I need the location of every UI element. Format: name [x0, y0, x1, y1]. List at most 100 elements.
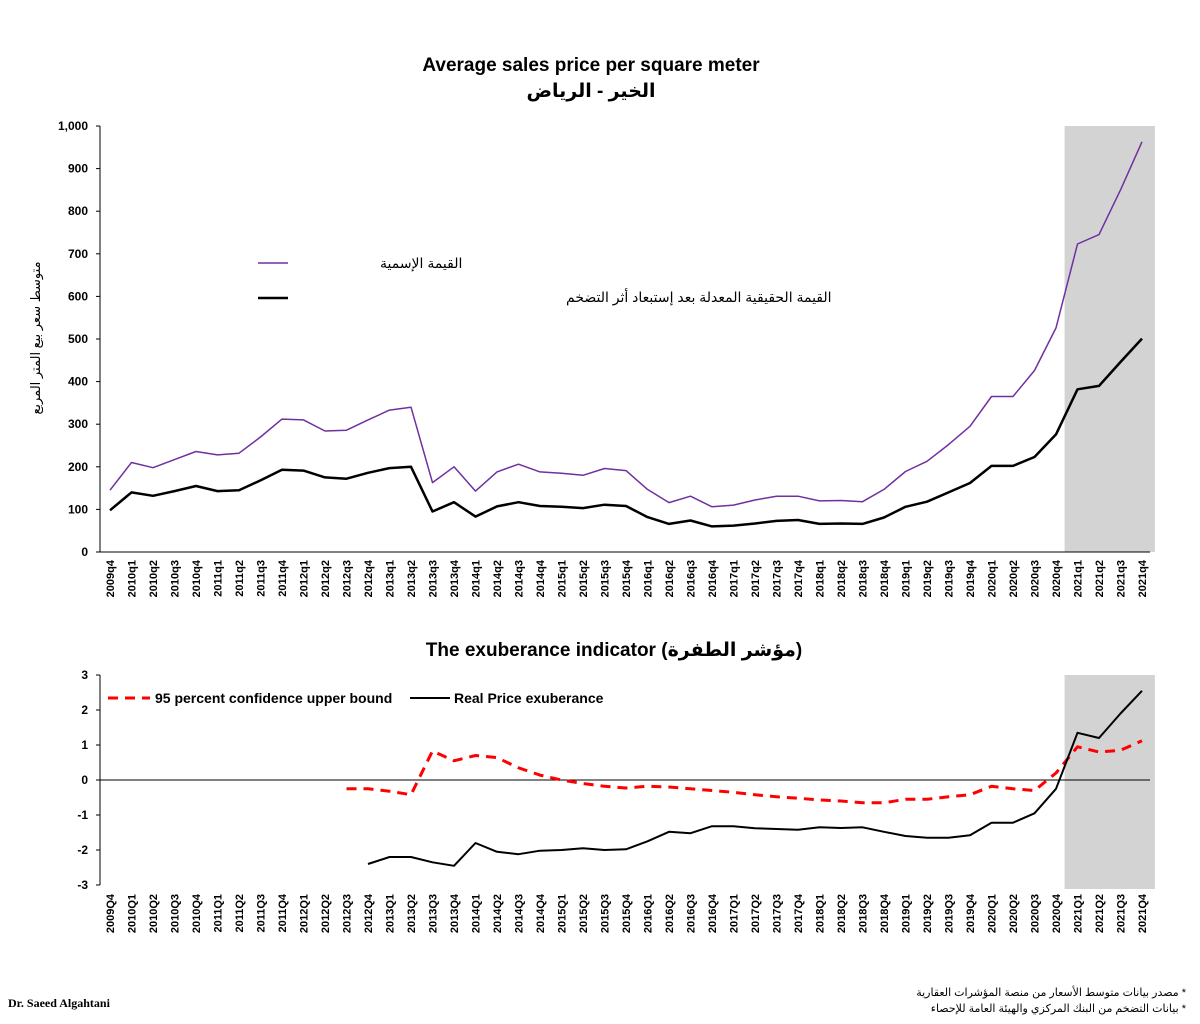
chart2-x-tick-label: 2017Q2 [750, 894, 762, 933]
chart2-x-tick-label: 2021Q1 [1073, 894, 1085, 933]
chart2-x-tick-label: 2018Q4 [879, 893, 891, 933]
chart1-x-tick-label: 2014q4 [535, 559, 547, 597]
chart1-x-tick-label: 2020q4 [1051, 559, 1063, 597]
chart1-x-tick-label: 2015q3 [600, 560, 612, 597]
chart2-x-tick-label: 2015Q2 [578, 894, 590, 933]
chart1-x-tick-label: 2017q4 [793, 559, 805, 597]
chart1-x-tick-label: 2018q2 [836, 560, 848, 597]
chart1-y-tick-label: 0 [81, 545, 88, 559]
chart1-x-tick-label: 2019q2 [922, 560, 934, 597]
chart2-x-tick-label: 2017Q4 [793, 893, 805, 933]
chart1-x-tick-label: 2017q1 [729, 560, 741, 597]
chart1-x-tick-label: 2020q2 [1008, 560, 1020, 597]
chart2-x-tick-label: 2014Q1 [471, 894, 483, 933]
chart2-x-tick-label: 2018Q3 [858, 894, 870, 933]
chart1-y-tick-label: 500 [68, 332, 88, 346]
chart1-x-tick-label: 2013q4 [449, 559, 461, 597]
chart1-x-tick-label: 2011q4 [277, 559, 289, 597]
chart1-x-tick-label: 2020q3 [1030, 560, 1042, 597]
chart1-x-tick-label: 2014q2 [492, 560, 504, 597]
chart1-x-tick-label: 2009q4 [105, 559, 117, 597]
chart1-x-tick-label: 2013q1 [385, 560, 397, 597]
chart1-x-tick-label: 2016q2 [664, 560, 676, 597]
chart1-x-tick-label: 2011q3 [256, 560, 268, 597]
chart1-x-tick-label: 2021q3 [1116, 560, 1128, 597]
chart2-x-tick-label: 2016Q4 [707, 893, 719, 933]
chart1-x-tick-label: 2017q2 [750, 560, 762, 597]
chart2-x-tick-label: 2013Q3 [428, 894, 440, 933]
chart2-series-exuberance-line [367, 690, 1143, 867]
chart2-x-tick-label: 2018Q2 [836, 894, 848, 933]
chart1-x-tick-label: 2016q1 [643, 560, 655, 597]
chart1-x-tick-label: 2010q4 [191, 559, 203, 597]
chart2-x-tick-label: 2016Q3 [686, 894, 698, 933]
chart1-title: Average sales price per square meter [422, 55, 760, 76]
source-note-prices: * مصدر بيانات متوسط الأسعار من منصة المؤ… [916, 987, 1186, 999]
chart2-x-tick-label: 2010Q2 [148, 894, 160, 933]
chart1-y-tick-label: 100 [68, 502, 88, 516]
chart1-x-tick-label: 2012q2 [320, 560, 332, 597]
chart1-x-tick-label: 2010q1 [127, 560, 139, 597]
chart2-x-tick-label: 2020Q4 [1051, 893, 1063, 933]
chart1-x-tick-label: 2020q1 [987, 560, 999, 597]
chart2-x-tick-label: 2019Q3 [944, 894, 956, 933]
chart2-x-tick-label: 2021Q2 [1094, 894, 1106, 933]
chart1-y-tick-label: 800 [68, 204, 88, 218]
chart2-x-tick-label: 2018Q1 [815, 894, 827, 933]
chart1-highlight-band [1064, 126, 1155, 552]
chart2-series-bound-line [346, 739, 1143, 805]
chart2-x-tick-label: 2013Q1 [385, 894, 397, 933]
chart2-x-tick-label: 2015Q3 [600, 894, 612, 933]
legend-bound-label: 95 percent confidence upper bound [155, 690, 392, 706]
chart2-x-tick-label: 2021Q3 [1116, 894, 1128, 933]
chart2-x-tick-label: 2010Q3 [170, 894, 182, 933]
chart1-x-tick-label: 2015q1 [557, 560, 569, 597]
chart1-y-tick-label: 400 [68, 375, 88, 389]
chart1-series-nominal-line [109, 141, 1143, 508]
chart1-y-tick-label: 900 [68, 162, 88, 176]
author-credit: Dr. Saeed Algahtani [8, 996, 110, 1010]
chart2-x-tick-label: 2009Q4 [105, 893, 117, 933]
chart2-x-tick-label: 2021Q4 [1137, 893, 1149, 933]
legend-real-label: القيمة الحقيقية المعدلة بعد إستبعاد أثر … [566, 288, 832, 306]
chart2-x-tick-label: 2012Q1 [299, 894, 311, 933]
chart1-series-real-line [109, 337, 1143, 528]
chart1-x-tick-label: 2015q2 [578, 560, 590, 597]
chart2-x-tick-label: 2014Q3 [514, 894, 526, 933]
chart1-x-tick-label: 2018q1 [815, 560, 827, 597]
chart2-y-tick-label: 3 [81, 668, 88, 682]
chart2-x-tick-label: 2012Q4 [363, 893, 375, 933]
chart1-x-tick-label: 2016q4 [707, 559, 719, 597]
chart2-x-tick-label: 2019Q4 [965, 893, 977, 933]
chart2-x-tick-label: 2012Q3 [342, 894, 354, 933]
chart1-x-tick-label: 2014q1 [471, 560, 483, 597]
chart1-x-tick-label: 2021q2 [1094, 560, 1106, 597]
chart1-ylabel: متوسط سعر بيع المتر المربع [28, 261, 44, 414]
chart2-y-tick-label: 1 [81, 738, 88, 752]
chart2-x-tick-label: 2010Q4 [191, 893, 203, 933]
chart1-y-tick-label: 200 [68, 460, 88, 474]
chart1-x-tick-label: 2019q1 [901, 560, 913, 597]
chart2-highlight-band [1064, 675, 1155, 889]
chart2-x-tick-label: 2014Q2 [492, 894, 504, 933]
chart2-x-tick-label: 2011Q2 [234, 894, 246, 933]
chart2-x-tick-label: 2020Q1 [987, 894, 999, 933]
chart1-y-tick-label: 1,000 [58, 119, 88, 133]
chart1-x-tick-label: 2012q1 [299, 560, 311, 597]
chart2-x-tick-label: 2013Q4 [449, 893, 461, 933]
chart1-y-tick-label: 600 [68, 289, 88, 303]
chart1-x-tick-label: 2018q4 [879, 559, 891, 597]
chart1-x-tick-label: 2010q3 [170, 560, 182, 597]
chart1-y-tick-label: 700 [68, 247, 88, 261]
chart1-x-tick-label: 2014q3 [514, 560, 526, 597]
chart2-x-tick-label: 2011Q3 [256, 894, 268, 933]
chart1-x-tick-label: 2010q2 [148, 560, 160, 597]
chart2-y-tick-label: 2 [81, 703, 88, 717]
chart2-y-tick-label: -3 [77, 878, 88, 892]
chart2-x-tick-label: 2015Q1 [557, 894, 569, 933]
chart1-x-tick-label: 2021q1 [1073, 560, 1085, 597]
chart2-x-tick-label: 2011Q1 [213, 894, 225, 933]
chart2-y-tick-label: -2 [77, 843, 88, 857]
chart2-y-tick-label: -1 [77, 808, 88, 822]
